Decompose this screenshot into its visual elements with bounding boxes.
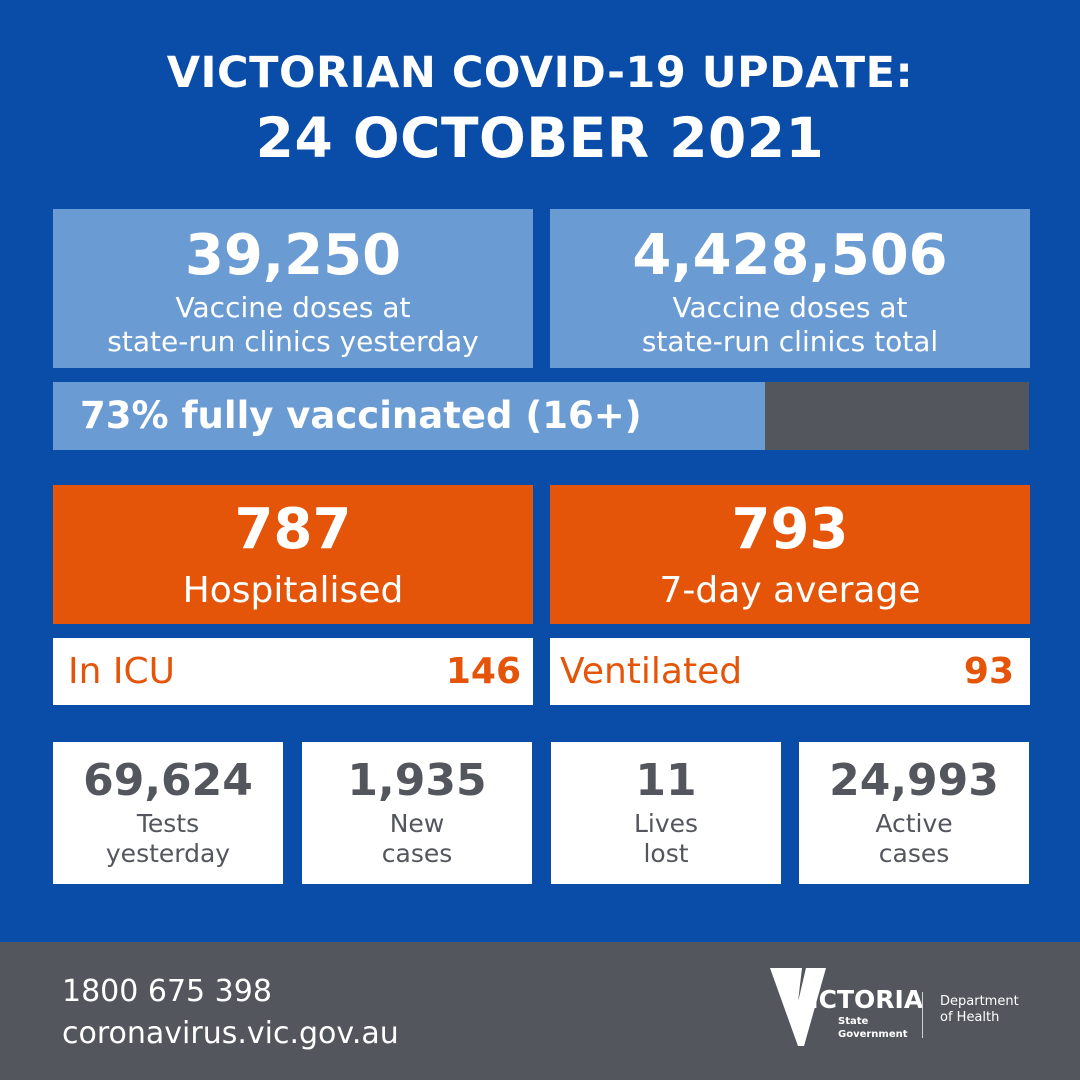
stat-label-2: yesterday xyxy=(105,839,231,868)
stat-card-lives-lost: 11 Lives lost xyxy=(551,742,781,884)
stat-card-new-cases: 1,935 New cases xyxy=(302,742,532,884)
stat-value: 24,993 xyxy=(829,755,999,806)
vaccine-yesterday-card: 39,250 Vaccine doses at state-run clinic… xyxy=(53,209,533,368)
dept-line-1: Department xyxy=(940,994,1019,1009)
seven-day-average-value: 793 xyxy=(731,497,849,562)
footer-website[interactable]: coronavirus.vic.gov.au xyxy=(62,1016,399,1051)
dept-line-2: of Health xyxy=(940,1010,1000,1025)
stat-label-1: Active xyxy=(875,809,953,838)
stat-value: 69,624 xyxy=(83,755,253,806)
stat-label-1: Tests xyxy=(136,809,200,838)
footer: 1800 675 398 coronavirus.vic.gov.au xyxy=(0,942,1080,1080)
vaccine-total-value: 4,428,506 xyxy=(632,223,948,288)
page-date: 24 OCTOBER 2021 xyxy=(255,106,825,170)
logo-divider xyxy=(922,992,923,1038)
vaccine-total-label-1: Vaccine doses at xyxy=(672,291,908,324)
victoria-state-government-logo: VICTORIA State Government xyxy=(770,968,924,1046)
main-panel: VICTORIAN COVID-19 UPDATE: 24 OCTOBER 20… xyxy=(53,48,1030,884)
stat-card-active-cases: 24,993 Active cases xyxy=(799,742,1029,884)
ventilated-row: Ventilated 93 xyxy=(550,638,1030,705)
icu-label: In ICU xyxy=(68,651,175,692)
seven-day-average-card: 793 7-day average xyxy=(550,485,1030,624)
seven-day-average-label: 7-day average xyxy=(659,570,921,611)
vaccine-yesterday-label-2: state-run clinics yesterday xyxy=(107,325,479,358)
stat-label-2: lost xyxy=(643,839,689,868)
icu-row: In ICU 146 xyxy=(53,638,533,705)
stat-label-1: New xyxy=(389,809,445,838)
stat-value: 11 xyxy=(635,755,697,806)
footer-phone[interactable]: 1800 675 398 xyxy=(62,974,272,1009)
stat-value: 1,935 xyxy=(347,755,487,806)
vaccine-yesterday-value: 39,250 xyxy=(184,223,402,288)
page-title: VICTORIAN COVID-19 UPDATE: xyxy=(166,48,914,98)
icu-value: 146 xyxy=(445,651,521,692)
stat-label-2: cases xyxy=(381,839,453,868)
vaccination-progress-bar: 73% fully vaccinated (16+) xyxy=(53,382,1029,450)
hospitalised-label: Hospitalised xyxy=(182,570,404,611)
stat-card-tests: 69,624 Tests yesterday xyxy=(53,742,283,884)
stat-label-2: cases xyxy=(878,839,950,868)
hospitalised-value: 787 xyxy=(234,497,352,562)
vaccine-yesterday-label-1: Vaccine doses at xyxy=(175,291,411,324)
vaccine-total-card: 4,428,506 Vaccine doses at state-run cli… xyxy=(550,209,1030,368)
stat-label-1: Lives xyxy=(633,809,699,838)
logo-text: VICTORIA xyxy=(790,985,924,1014)
logo-sub-1: State xyxy=(838,1016,869,1027)
logo-sub-2: Government xyxy=(838,1029,908,1040)
ventilated-value: 93 xyxy=(963,651,1014,692)
vaccine-total-label-2: state-run clinics total xyxy=(641,325,939,358)
vaccination-progress-fill xyxy=(53,382,766,450)
department-of-health-label: Department of Health xyxy=(940,994,1019,1026)
vaccination-progress-label: 73% fully vaccinated (16+) xyxy=(80,394,642,437)
ventilated-label: Ventilated xyxy=(560,651,743,692)
hospitalised-card: 787 Hospitalised xyxy=(53,485,533,624)
